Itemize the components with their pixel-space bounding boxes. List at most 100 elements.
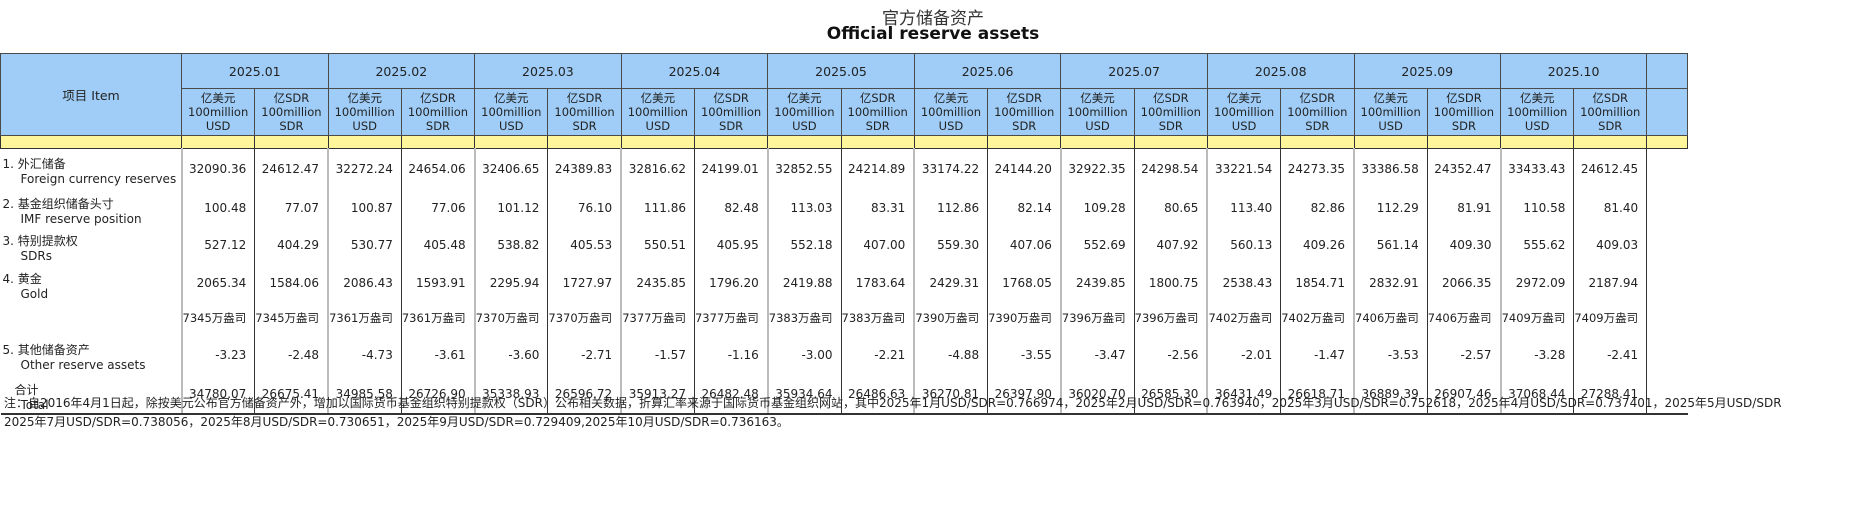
unit-line: USD [1378, 119, 1403, 133]
unit-header-sdr: 亿SDR 100million SDR [1426, 88, 1502, 136]
value-usd: 555.62 [1499, 226, 1575, 264]
value-usd: 33433.43 [1499, 148, 1575, 189]
value-usd: 7370万盎司 [473, 301, 549, 335]
value-sdr: 1796.20 [693, 264, 769, 301]
value-usd: 112.86 [913, 189, 989, 226]
unit-line: 100million [481, 105, 542, 119]
month-header: 2025.05 [767, 53, 915, 89]
value-sdr: -3.55 [987, 335, 1062, 375]
row-label-en: Other reserve assets [20, 358, 146, 372]
unit-line: 100million [994, 105, 1055, 119]
value-usd: -1.57 [620, 335, 695, 375]
unit-header-usd: 亿美元 100million USD [1353, 88, 1428, 136]
month-header: 2025.10 [1500, 53, 1648, 89]
value-sdr: 76.10 [547, 189, 622, 226]
value-usd: 37068.44 [1499, 375, 1575, 415]
value-usd: 35338.93 [473, 375, 549, 415]
row-label-en: IMF reserve position [20, 212, 142, 226]
value-usd: 552.69 [1059, 226, 1135, 264]
unit-line: 亿美元 [200, 91, 236, 105]
value-sdr: 83.31 [840, 189, 915, 226]
value-usd: 550.51 [620, 226, 695, 264]
unit-line: 亿美元 [1226, 91, 1262, 105]
unit-header-usd: 亿美元 100million USD [1206, 88, 1282, 136]
value-sdr: 2187.94 [1573, 264, 1648, 301]
value-partial [1646, 148, 1688, 189]
row-label-cn: 3. 特别提款权 [2, 234, 78, 248]
row-gold: 4. 黄金 Gold 2065.34 1584.06 2086.43 1593.91 229… [1, 264, 1688, 301]
value-usd: -3.47 [1059, 335, 1135, 375]
month-header: 2025.01 [181, 53, 329, 89]
value-usd: 34780.07 [180, 375, 256, 415]
value-sdr: 26397.90 [987, 375, 1062, 415]
value-sdr: 404.29 [254, 226, 329, 264]
value-usd: -3.53 [1352, 335, 1428, 375]
value-usd: 2832.91 [1352, 264, 1428, 301]
value-usd: -3.28 [1499, 335, 1575, 375]
unit-line: 亿SDR [859, 91, 896, 105]
unit-header-usd: 亿美元 100million USD [1060, 88, 1135, 136]
footnote: 注：自2016年4月1日起，除按美元公布官方储备资产外，增加以国际货币基金组织特… [4, 394, 1782, 432]
value-usd: 101.12 [473, 189, 549, 226]
value-usd: 552.18 [766, 226, 842, 264]
value-sdr: 407.00 [840, 226, 915, 264]
value-sdr: 24144.20 [987, 148, 1062, 189]
item-column-header: 项目 Item [0, 53, 182, 136]
value-usd: 110.58 [1499, 189, 1575, 226]
unit-line: 100million [1580, 105, 1641, 119]
value-sdr: 1593.91 [400, 264, 476, 301]
unit-line: 100million [1433, 105, 1495, 119]
value-usd: 2419.88 [766, 264, 842, 301]
row-other-reserve-assets: 5. 其他储备资产 Other reserve assets -3.23 -2.48-… [1, 335, 1688, 375]
month-header: 2025.02 [327, 53, 476, 89]
unit-line: USD [645, 119, 671, 133]
value-usd: 33386.58 [1352, 148, 1428, 189]
value-sdr: 81.40 [1573, 189, 1648, 226]
value-usd: 527.12 [180, 226, 256, 264]
value-sdr: -2.71 [547, 335, 622, 375]
value-usd: 100.87 [327, 189, 402, 226]
value-sdr: 80.65 [1133, 189, 1208, 226]
value-usd: 2295.94 [473, 264, 549, 301]
value-sdr: 405.95 [693, 226, 769, 264]
unit-line: SDR [1598, 119, 1623, 133]
value-partial [1646, 375, 1688, 415]
unit-line: USD [1085, 119, 1110, 133]
value-sdr: 27288.41 [1573, 375, 1648, 415]
unit-line: 100million [1213, 105, 1275, 119]
value-sdr: -2.57 [1426, 335, 1502, 375]
value-usd: 7361万盎司 [327, 301, 402, 335]
unit-line: 亿美元 [933, 91, 969, 105]
value-usd: 7402万盎司 [1206, 301, 1282, 335]
value-usd: 560.13 [1206, 226, 1282, 264]
value-usd: 2065.34 [180, 264, 256, 301]
value-sdr: 2066.35 [1426, 264, 1502, 301]
header-spacer-row [0, 135, 1689, 149]
value-usd: 36889.39 [1352, 375, 1428, 415]
value-sdr: 26907.46 [1426, 375, 1502, 415]
row-foreign-currency-reserves: 1. 外汇储备 Foreign currency reserves 32090.36… [1, 148, 1688, 189]
value-sdr: 409.03 [1573, 226, 1648, 264]
value-sdr: -2.48 [254, 335, 329, 375]
value-usd: 113.03 [766, 189, 842, 226]
unit-header-usd: 亿美元 100million USD [327, 88, 402, 136]
value-sdr: 7377万盎司 [693, 301, 769, 335]
unit-line: USD [938, 119, 964, 133]
value-sdr: 405.53 [547, 226, 622, 264]
row-label-cn: 2. 基金组织储备头寸 [2, 197, 114, 211]
value-usd: 35913.27 [620, 375, 695, 415]
unit-line: 亿SDR [420, 91, 456, 105]
value-sdr: -2.21 [840, 335, 915, 375]
value-usd: 100.48 [180, 189, 256, 226]
unit-line: 亿SDR [713, 91, 749, 105]
value-sdr: 26675.41 [254, 375, 329, 415]
unit-line: 亿SDR [273, 91, 310, 105]
value-sdr: 7406万盎司 [1426, 301, 1502, 335]
value-usd: 32406.65 [473, 148, 549, 189]
unit-line: SDR [279, 119, 304, 133]
value-sdr: 407.06 [987, 226, 1062, 264]
value-usd: 7383万盎司 [766, 301, 842, 335]
unit-line: 100million [1067, 105, 1128, 119]
row-total: 合计 Total 34780.07 26675.41 34985.58 26726.90 3… [0, 375, 1688, 415]
value-usd: 36020.70 [1059, 375, 1135, 415]
